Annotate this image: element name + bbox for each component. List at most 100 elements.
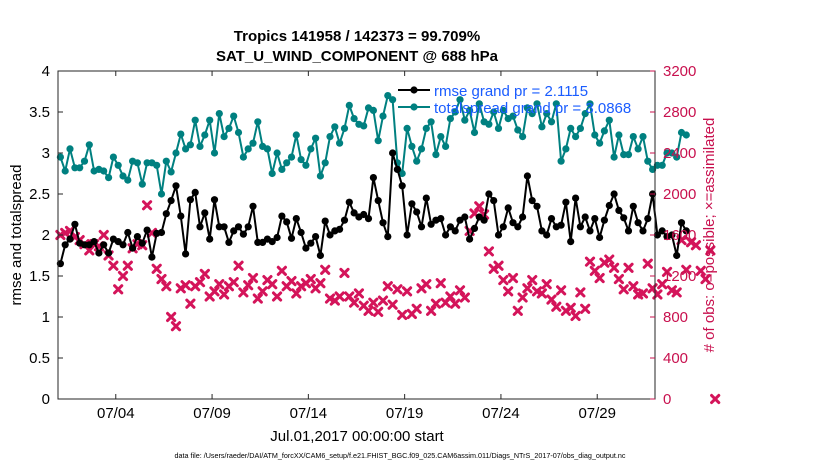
- rmse-point: [393, 165, 401, 173]
- obs-assimilated-point: [291, 288, 302, 299]
- obs-assimilated-point: [584, 256, 596, 267]
- rmse-point: [138, 239, 146, 247]
- totalspread-point: [523, 104, 532, 112]
- obs-assimilated-point: [536, 288, 547, 299]
- totalspread-point: [605, 116, 613, 124]
- rmse-point: [283, 218, 291, 226]
- rmse-point: [466, 235, 474, 243]
- totalspread-point: [639, 133, 647, 141]
- obs-assimilated-point: [185, 298, 196, 309]
- y-left-tick-label: 4: [42, 63, 50, 80]
- totalspread-point: [312, 134, 320, 142]
- rmse-point: [572, 194, 580, 202]
- totalspread-point: [509, 112, 517, 120]
- totalspread-point: [210, 149, 219, 157]
- rmse-point: [543, 231, 551, 239]
- rmse-point: [186, 196, 194, 204]
- obs-assimilated-point: [170, 321, 182, 332]
- totalspread-point: [124, 176, 132, 184]
- obs-assimilated-point: [546, 294, 557, 305]
- rmse-point: [312, 233, 320, 241]
- totalspread-point: [278, 165, 286, 173]
- obs-assimilated-point: [421, 279, 432, 290]
- x-tick-label: 07/04: [97, 405, 135, 422]
- totalspread-point: [350, 115, 358, 123]
- rmse-point: [273, 233, 281, 242]
- rmse-point: [143, 226, 151, 234]
- rmse-point: [538, 227, 546, 235]
- rmse-point: [220, 223, 228, 231]
- obs-assimilated-point: [209, 286, 220, 297]
- totalspread-point: [408, 142, 416, 150]
- chart-title: Tropics 141958 / 142373 = 99.709%: [234, 28, 480, 45]
- totalspread-point: [422, 124, 430, 132]
- obs-assimilated-point: [233, 260, 244, 271]
- obs-assimilated-point: [334, 291, 345, 302]
- obs-assimilated-point: [238, 287, 249, 298]
- rmse-point: [653, 231, 662, 239]
- totalspread-point: [172, 149, 180, 157]
- obs-assimilated-point: [401, 286, 413, 297]
- rmse-point: [302, 244, 310, 252]
- rmse-point: [244, 223, 252, 231]
- totalspread-point: [437, 133, 445, 141]
- obs-assimilated-point: [382, 281, 393, 292]
- totalspread-point: [268, 169, 276, 178]
- rmse-point: [480, 216, 488, 224]
- totalspread-point: [403, 124, 411, 132]
- totalspread-point: [331, 123, 339, 131]
- totalspread-point: [485, 120, 493, 128]
- obs-assimilated-point: [483, 246, 494, 257]
- totalspread-point: [398, 169, 406, 178]
- legend-rmse-marker: [410, 86, 418, 94]
- totalspread-point: [629, 133, 637, 141]
- rmse-point: [605, 201, 613, 210]
- totalspread-point: [234, 128, 243, 137]
- rmse-point: [639, 227, 647, 235]
- rmse-point: [95, 249, 103, 257]
- y-right-tick-label: 2400: [663, 145, 696, 162]
- rmse-point: [268, 238, 276, 246]
- obs-assimilated-point: [315, 278, 326, 289]
- totalspread-point: [162, 157, 170, 165]
- totalspread-point: [157, 190, 166, 198]
- obs-assimilated-point: [637, 288, 649, 299]
- totalspread-point: [196, 142, 204, 150]
- rmse-point: [297, 228, 305, 237]
- obs-assimilated-point: [671, 287, 682, 298]
- totalspread-point: [456, 96, 464, 104]
- y-right-tick-label: 2000: [663, 186, 696, 203]
- totalspread-point: [244, 145, 252, 153]
- totalspread-point: [307, 145, 315, 153]
- obs-assimilated-point: [363, 305, 374, 316]
- totalspread-point: [581, 110, 589, 118]
- totalspread-point: [76, 164, 84, 172]
- rmse-point: [210, 196, 219, 204]
- rmse-point: [287, 234, 296, 242]
- totalspread-point: [475, 100, 483, 108]
- y-left-tick-label: 1.5: [29, 268, 50, 285]
- rmse-point: [461, 213, 469, 221]
- totalspread-point: [451, 108, 459, 116]
- obs-assimilated-point: [122, 260, 133, 271]
- obs-assimilated-point: [276, 265, 287, 276]
- totalspread-point: [114, 161, 122, 169]
- obs-assimilated-point: [368, 297, 379, 308]
- y-right-tick-label: 800: [663, 309, 688, 326]
- rmse-point: [230, 227, 238, 235]
- totalspread-point: [167, 168, 175, 176]
- totalspread-point: [427, 118, 435, 126]
- rmse-point: [326, 231, 334, 239]
- rmse-point: [148, 253, 156, 261]
- rmse-point: [442, 231, 450, 239]
- obs-assimilated-point: [657, 279, 668, 290]
- totalspread-point: [466, 106, 474, 114]
- totalspread-point: [470, 128, 479, 137]
- rmse-point: [490, 197, 498, 205]
- totalspread-point: [249, 139, 257, 147]
- totalspread-point: [600, 127, 609, 135]
- rmse-point: [340, 216, 349, 224]
- obs-assimilated-point: [570, 310, 581, 322]
- y-left-tick-label: 3: [42, 145, 50, 162]
